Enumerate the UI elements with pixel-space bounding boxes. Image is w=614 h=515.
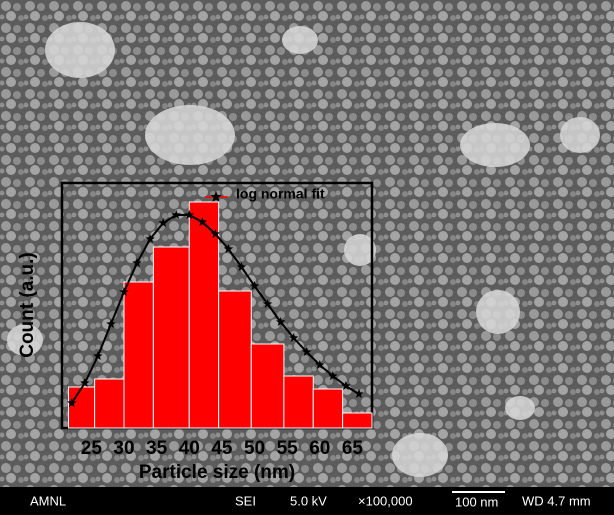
bar [94, 378, 125, 429]
fit-point [262, 299, 273, 308]
magnification: ×100,000 [358, 493, 413, 508]
fit-point [223, 244, 234, 253]
fit-point [132, 258, 142, 267]
voltage: 5.0 kV [290, 493, 327, 508]
fit-point [184, 210, 194, 219]
lab-name: AMNL [30, 493, 66, 508]
fit-point [288, 333, 299, 342]
info-bar [0, 487, 614, 515]
fit-point [328, 371, 338, 380]
bar [123, 281, 154, 429]
x-tick-label: 30 [113, 438, 134, 459]
fit-point [80, 378, 90, 387]
working-distance: WD 4.7 mm [522, 493, 591, 508]
bar [188, 201, 220, 429]
fit-point [158, 218, 168, 227]
bar [68, 386, 96, 429]
bar [250, 343, 285, 429]
fit-point [106, 319, 116, 328]
x-tick-label: 25 [81, 438, 103, 459]
x-tick-label: 40 [179, 438, 200, 459]
fit-point [145, 234, 155, 243]
fit-point [302, 347, 312, 356]
legend-label: log normal fit [236, 186, 325, 202]
x-tick-label: 60 [309, 438, 330, 459]
bar [312, 388, 344, 429]
bar [342, 412, 373, 429]
x-tick-label: 50 [244, 438, 265, 459]
x-tick-label: 45 [211, 438, 233, 459]
bar [283, 375, 314, 429]
x-axis-label: Particle size (nm) [139, 462, 295, 483]
fit-point [315, 360, 325, 369]
fit-point [67, 398, 77, 407]
bar [152, 246, 190, 429]
fit-point [249, 281, 260, 290]
fit-point [210, 229, 221, 238]
x-tick-label: 35 [146, 438, 168, 459]
x-tick-label: 55 [277, 438, 299, 459]
fit-point [341, 381, 351, 390]
y-axis-label: Count (a.u.) [17, 252, 38, 358]
scale-label: 100 nm [455, 494, 498, 509]
bright-clusters [7, 22, 600, 477]
fit-point [93, 351, 103, 360]
legend-marker [210, 191, 222, 202]
fit-point [275, 317, 286, 326]
fit-point [197, 217, 208, 226]
x-tick-label: 65 [342, 438, 364, 459]
bar [218, 290, 252, 429]
detector: SEI [235, 493, 256, 508]
fit-point [354, 389, 364, 398]
fit-point [171, 210, 181, 219]
fit-point [236, 262, 247, 271]
fit-point [119, 287, 129, 296]
